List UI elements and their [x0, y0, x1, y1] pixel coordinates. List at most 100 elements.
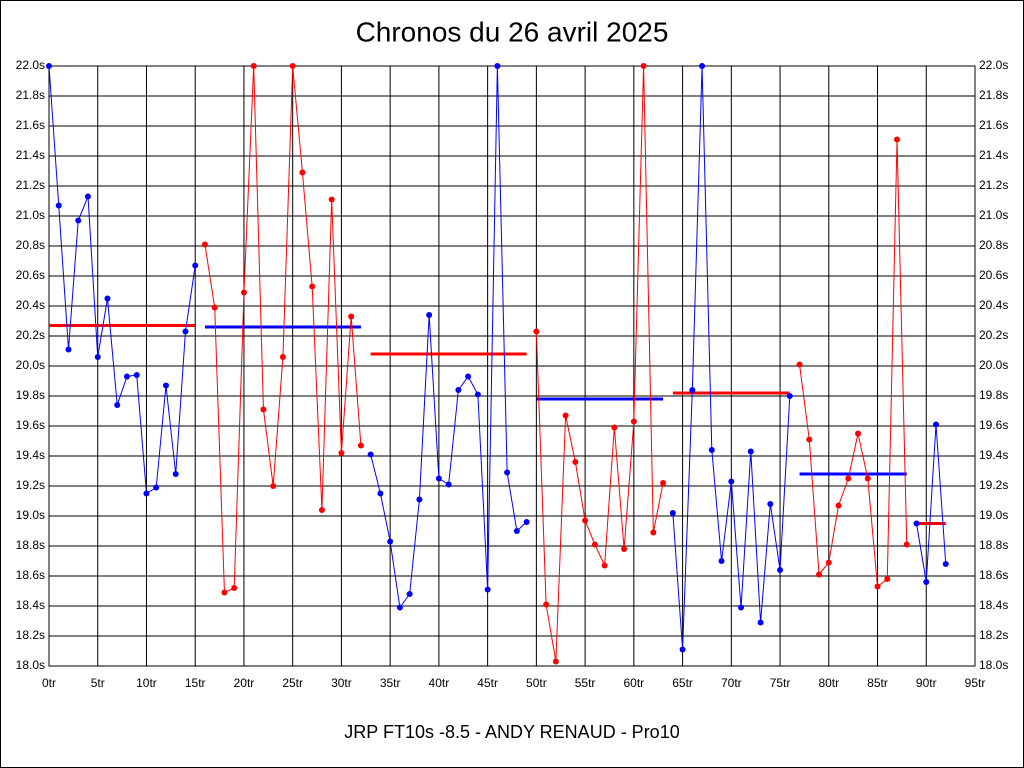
x-tick-label: 95tr [965, 676, 986, 690]
y-tick-label: 21.8s [16, 88, 45, 102]
y-tick-label: 20.2s [16, 328, 45, 342]
data-point [55, 202, 62, 209]
x-tick-label: 20tr [234, 676, 255, 690]
series-line [799, 139, 908, 588]
x-tick-label: 25tr [282, 676, 303, 690]
data-point [864, 475, 871, 482]
x-tick-label: 55tr [575, 676, 596, 690]
data-point [903, 541, 910, 548]
data-point [874, 583, 881, 590]
y2-tick-label: 20.4s [979, 298, 1008, 312]
y2-tick-label: 21.8s [979, 88, 1008, 102]
data-point [523, 519, 530, 525]
data-point [192, 262, 199, 269]
x-tick-label: 40tr [429, 676, 450, 690]
data-point [84, 193, 91, 200]
y2-tick-label: 18.8s [979, 538, 1008, 552]
data-point [133, 372, 140, 378]
y-tick-label: 20.6s [16, 268, 45, 282]
data-point [465, 373, 472, 380]
data-point [942, 561, 949, 567]
data-point [153, 484, 160, 491]
data-point [845, 475, 852, 482]
data-point [201, 241, 208, 248]
data-point [562, 412, 569, 419]
series-line [535, 65, 664, 662]
y-tick-label: 18.8s [16, 538, 45, 552]
data-point [621, 546, 628, 552]
data-point [416, 496, 423, 503]
data-point [435, 475, 442, 482]
data-point [504, 469, 511, 476]
data-point [494, 63, 501, 69]
y-tick-label: 20.8s [16, 238, 45, 252]
data-point [582, 517, 589, 524]
data-point [796, 361, 803, 368]
data-point [377, 490, 384, 497]
x-tick-label: 70tr [721, 676, 742, 690]
data-point [114, 402, 121, 408]
y2-tick-label: 18.0s [979, 658, 1008, 672]
y2-tick-label: 21.2s [979, 178, 1008, 192]
data-point [718, 558, 725, 564]
y-tick-label: 21.4s [16, 148, 45, 162]
x-tick-label: 15tr [185, 676, 206, 690]
y2-tick-label: 19.6s [979, 418, 1008, 432]
y2-tick-label: 18.6s [979, 568, 1008, 582]
data-point [474, 391, 481, 398]
data-point [143, 490, 150, 497]
y-tick-label: 19.6s [16, 418, 45, 432]
data-point [484, 586, 491, 593]
y2-tick-label: 18.4s [979, 598, 1008, 612]
data-point [640, 63, 647, 69]
y2-tick-label: 18.2s [979, 628, 1008, 642]
data-point [289, 63, 296, 69]
chart-subtitle: JRP FT10s -8.5 - ANDY RENAUD - Pro10 [344, 722, 679, 742]
x-tick-label: 5tr [91, 676, 105, 690]
y-tick-label: 20.4s [16, 298, 45, 312]
x-tick-label: 80tr [818, 676, 839, 690]
data-point [318, 507, 325, 513]
data-point [309, 283, 316, 290]
data-point [123, 373, 130, 380]
y-tick-label: 18.2s [16, 628, 45, 642]
data-point [806, 436, 813, 443]
data-point [669, 510, 676, 516]
x-tick-label: 65tr [672, 676, 693, 690]
y2-tick-label: 21.0s [979, 208, 1008, 222]
data-point [660, 480, 667, 486]
x-tick-label: 45tr [477, 676, 498, 690]
data-point [367, 451, 374, 458]
data-point [94, 354, 101, 360]
x-tick-label: 75tr [770, 676, 791, 690]
y-tick-label: 19.4s [16, 448, 45, 462]
y2-tick-label: 21.4s [979, 148, 1008, 162]
data-point [250, 63, 257, 69]
y-tick-label: 21.0s [16, 208, 45, 222]
data-point [357, 442, 364, 449]
data-point [445, 481, 452, 488]
data-point [572, 459, 579, 465]
y2-tick-label: 20.2s [979, 328, 1008, 342]
data-point [221, 589, 228, 596]
data-point [777, 567, 784, 573]
data-point [708, 447, 715, 453]
data-point [630, 418, 637, 425]
y2-tick-label: 19.2s [979, 478, 1008, 492]
data-point [611, 424, 618, 431]
x-tick-label: 0tr [42, 676, 56, 690]
data-point [747, 448, 754, 455]
data-point [455, 387, 462, 393]
data-point [328, 196, 335, 203]
data-point [738, 604, 745, 611]
data-point [240, 289, 247, 296]
data-point [825, 559, 832, 566]
series-line [916, 424, 947, 583]
data-point [426, 312, 433, 318]
y-tick-label: 20.0s [16, 358, 45, 372]
data-point [728, 478, 735, 485]
y2-tick-label: 20.6s [979, 268, 1008, 282]
x-tick-label: 30tr [331, 676, 352, 690]
